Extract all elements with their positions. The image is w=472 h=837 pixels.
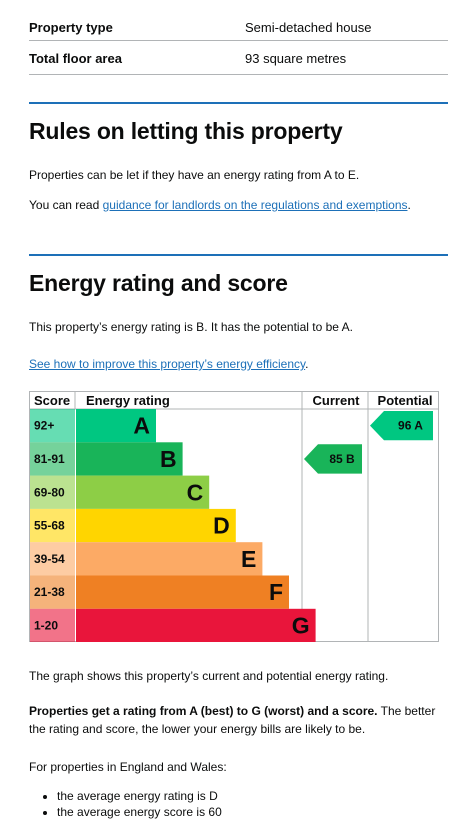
band-score-cell-e [30,542,75,576]
rating-explanation-bold: Properties get a rating from A (best) to… [29,704,378,718]
improve-link-paragraph: See how to improve this property’s energ… [29,355,449,373]
energy-heading: Energy rating and score [29,270,288,296]
band-letter-label: G [292,612,310,638]
letting-heading: Rules on letting this property [29,118,343,144]
summary-value: 93 square metres [245,51,347,66]
band-range-label: 81-91 [34,452,65,466]
summary-row-floor-area: Total floor area 93 square metres [29,48,448,75]
list-item: the average energy rating is D [57,788,222,804]
graph-caption: The graph shows this property’s current … [29,669,389,683]
band-score-cell-f [30,575,75,609]
text-prefix: You can read [29,198,103,212]
rating-explanation: Properties get a rating from A (best) to… [29,702,449,738]
band-score-cell-a [30,409,75,443]
energy-rating-text: This property’s energy rating is B. It h… [29,320,353,334]
band-bar-f [76,575,289,609]
letting-guidance-text: You can read guidance for landlords on t… [29,196,449,214]
band-letter-label: F [269,579,283,605]
band-range-label: 1-20 [34,618,58,632]
band-bar-g [76,608,316,643]
band-bar-d [76,508,236,543]
band-range-label: 55-68 [34,519,65,533]
averages-list: the average energy rating is D the avera… [29,788,222,820]
list-item: the average energy score is 60 [57,804,222,820]
header-potential: Potential [378,393,433,408]
potential-rating-arrow [370,411,433,441]
chart-markers: 85 B 96 A [304,411,433,474]
band-score-cell-b [30,442,75,476]
band-bar-e [76,542,263,576]
potential-rating-label: 96 A [398,419,423,433]
band-range-label: 21-38 [34,585,65,599]
summary-key: Property type [29,20,113,35]
band-score-cell-d [30,508,75,543]
section-divider [29,102,448,104]
letting-text: Properties can be let if they have an en… [29,168,360,182]
current-rating-label: 85 B [329,452,355,466]
summary-value: Semi-detached house [245,20,372,35]
current-rating-arrow [304,444,362,474]
band-letter-label: B [160,446,177,472]
chart-bands: 92+ A 81-91 B 69-80 C 55-68 D 39-54 E 21-38 F 1-20 G [30,409,316,643]
section-divider [29,254,448,256]
rating-explanation-rest: The better the rating and score, the low… [29,704,436,736]
band-letter-label: A [133,413,150,439]
header-energy-rating: Energy rating [86,393,170,408]
band-letter-label: D [213,513,230,539]
band-score-cell-c [30,475,75,509]
header-current: Current [313,393,361,408]
band-letter-label: C [187,479,204,505]
band-bar-c [76,475,210,509]
text-suffix: . [407,198,411,212]
guidance-link[interactable]: guidance for landlords on the regulation… [102,198,408,212]
band-bar-a [76,409,156,443]
band-range-label: 69-80 [34,485,65,499]
improve-efficiency-link[interactable]: See how to improve this property’s energ… [29,357,306,371]
averages-intro: For properties in England and Wales: [29,760,227,774]
band-range-label: 92+ [34,419,54,433]
band-range-label: 39-54 [34,552,65,566]
summary-key: Total floor area [29,51,122,66]
band-score-cell-g [30,608,75,643]
energy-rating-svg: Score Energy rating Current Potential 92… [29,391,439,643]
band-bar-b [76,442,183,476]
energy-rating-chart: Score Energy rating Current Potential 92… [29,391,439,643]
summary-row-property-type: Property type Semi-detached house [29,18,448,41]
band-letter-label: E [241,546,256,572]
text-suffix: . [305,357,309,371]
header-score: Score [34,393,70,408]
